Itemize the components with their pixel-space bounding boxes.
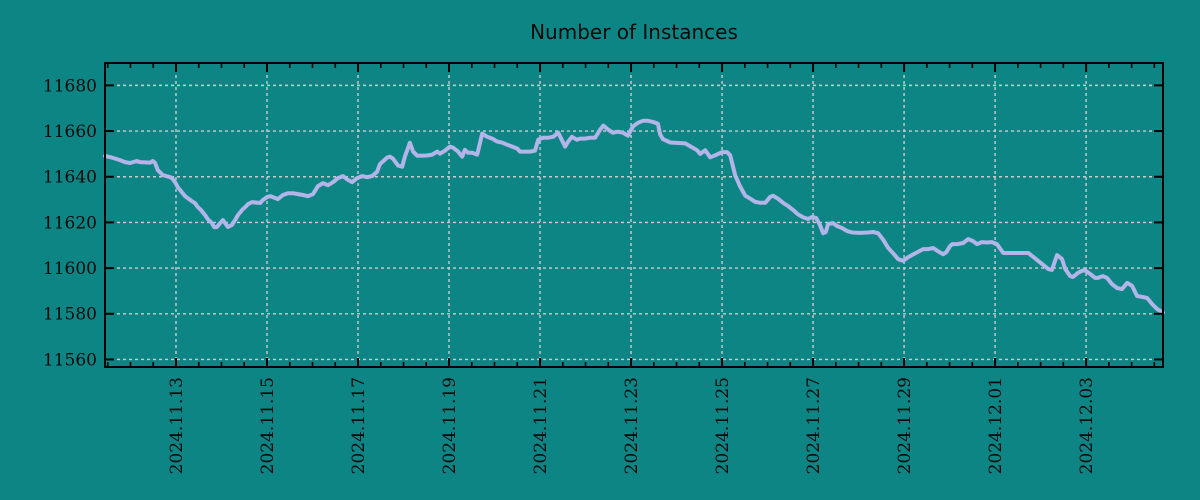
x-tick-label: 2024.11.25 bbox=[713, 377, 733, 474]
y-tick-label: 11580 bbox=[43, 305, 97, 325]
y-tick-label: 11680 bbox=[43, 76, 97, 96]
x-tick-label: 2024.11.13 bbox=[167, 377, 187, 474]
grid-layer bbox=[105, 63, 1163, 367]
x-tick-label: 2024.11.19 bbox=[440, 377, 460, 474]
label-layer: 2024.11.13 2024.11.15 2024.11.17 2024.11.19… bbox=[43, 76, 1097, 474]
y-tick-label: 11620 bbox=[43, 213, 97, 233]
y-tick-label: 11660 bbox=[43, 122, 97, 142]
x-tick-label: 2024.11.21 bbox=[531, 377, 551, 474]
x-tick-label: 2024.11.29 bbox=[895, 377, 915, 474]
y-tick-label: 11600 bbox=[43, 259, 97, 279]
x-tick-label: 2024.12.03 bbox=[1077, 377, 1097, 474]
plot-border bbox=[104, 62, 1164, 368]
x-tick-label: 2024.11.15 bbox=[258, 377, 278, 474]
x-tick-label: 2024.11.27 bbox=[804, 377, 824, 474]
series-layer bbox=[103, 118, 1165, 315]
axis-layer bbox=[104, 62, 1164, 368]
y-tick-label: 11560 bbox=[43, 350, 97, 370]
series-line-instances bbox=[103, 118, 1165, 315]
y-tick-label: 11640 bbox=[43, 168, 97, 188]
x-tick-label: 2024.11.17 bbox=[349, 377, 369, 474]
x-tick-label: 2024.11.23 bbox=[622, 377, 642, 474]
chart-title: Number of Instances bbox=[530, 20, 738, 44]
x-tick-label: 2024.12.01 bbox=[986, 377, 1006, 474]
